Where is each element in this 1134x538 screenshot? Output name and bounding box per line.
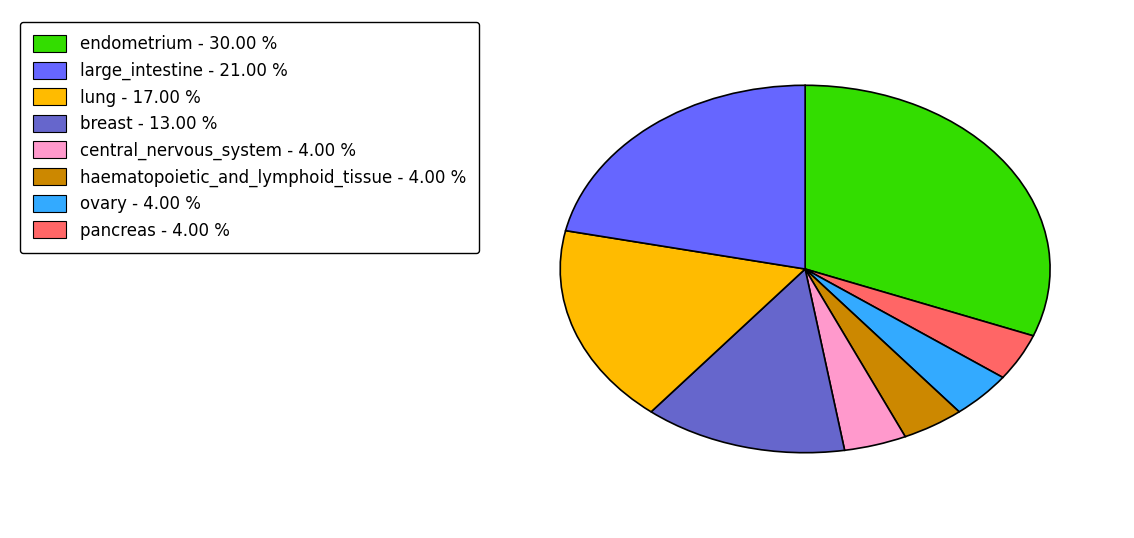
Wedge shape [805, 269, 905, 450]
Wedge shape [566, 86, 805, 269]
Wedge shape [805, 269, 959, 437]
Legend: endometrium - 30.00 %, large_intestine - 21.00 %, lung - 17.00 %, breast - 13.00: endometrium - 30.00 %, large_intestine -… [19, 22, 480, 253]
Wedge shape [805, 269, 1033, 378]
Wedge shape [560, 231, 805, 412]
Wedge shape [805, 269, 1002, 412]
Wedge shape [651, 269, 845, 452]
Wedge shape [805, 86, 1050, 336]
